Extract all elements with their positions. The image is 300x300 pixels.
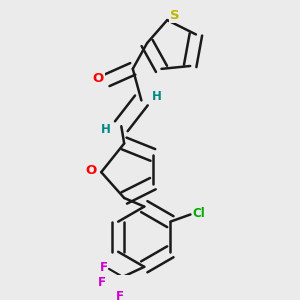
Text: F: F [100,261,108,274]
Text: F: F [116,290,124,300]
Text: F: F [98,276,106,289]
Text: S: S [169,9,179,22]
Text: Cl: Cl [192,206,205,220]
Text: H: H [152,91,162,103]
Text: O: O [85,164,97,177]
Text: H: H [100,123,110,136]
Text: O: O [93,72,104,86]
